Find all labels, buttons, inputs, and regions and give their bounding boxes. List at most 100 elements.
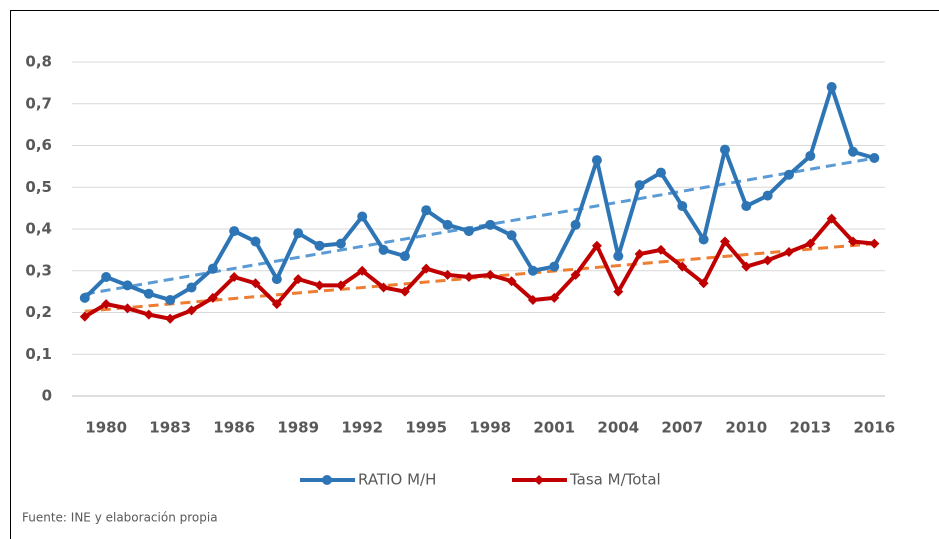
point bbox=[549, 292, 560, 303]
point bbox=[826, 213, 837, 224]
point bbox=[442, 269, 453, 280]
point bbox=[399, 286, 410, 297]
point bbox=[122, 280, 133, 291]
x-tick-label: 2007 bbox=[661, 419, 703, 437]
point bbox=[613, 251, 624, 262]
point bbox=[421, 205, 432, 216]
x-tick-label: 1995 bbox=[405, 419, 447, 437]
point bbox=[271, 299, 282, 310]
point bbox=[527, 294, 538, 305]
point bbox=[271, 274, 282, 285]
point bbox=[719, 236, 730, 247]
point bbox=[186, 305, 197, 316]
y-tick-label: 0,5 bbox=[25, 178, 52, 196]
point bbox=[143, 309, 154, 320]
point bbox=[869, 238, 880, 249]
point bbox=[463, 272, 474, 283]
point bbox=[293, 228, 304, 239]
x-tick-label: 1992 bbox=[341, 419, 383, 437]
y-tick-label: 0,4 bbox=[25, 220, 52, 238]
y-tick-label: 0,3 bbox=[25, 261, 52, 279]
point bbox=[143, 288, 154, 299]
point bbox=[783, 246, 794, 257]
point bbox=[229, 226, 240, 237]
point bbox=[762, 255, 773, 266]
point bbox=[826, 82, 837, 93]
point bbox=[335, 238, 346, 249]
x-tick-label: 2001 bbox=[533, 419, 575, 437]
series-line bbox=[83, 85, 875, 302]
x-tick-label: 2013 bbox=[789, 419, 831, 437]
point bbox=[485, 269, 496, 280]
frame bbox=[10, 10, 939, 539]
y-tick-label: 0,8 bbox=[25, 53, 52, 71]
point bbox=[634, 180, 645, 191]
y-tick-label: 0,2 bbox=[25, 303, 52, 321]
point bbox=[293, 274, 304, 285]
point bbox=[79, 311, 90, 322]
point bbox=[506, 276, 517, 287]
point bbox=[762, 190, 773, 201]
point bbox=[570, 219, 581, 230]
point bbox=[591, 155, 602, 166]
x-tick-label: 1998 bbox=[469, 419, 511, 437]
legend-marker bbox=[322, 475, 332, 485]
point bbox=[549, 261, 560, 272]
point bbox=[378, 244, 389, 255]
x-tick-label: 1989 bbox=[277, 419, 319, 437]
y-tick-label: 0 bbox=[42, 387, 52, 405]
source-note: Fuente: INE y elaboración propia bbox=[22, 511, 218, 525]
point bbox=[335, 280, 346, 291]
point bbox=[506, 230, 517, 241]
point bbox=[698, 234, 709, 245]
y-tick-label: 0,7 bbox=[25, 94, 52, 112]
point bbox=[463, 226, 474, 237]
point bbox=[698, 278, 709, 289]
point bbox=[741, 201, 752, 212]
point bbox=[741, 261, 752, 272]
point bbox=[570, 269, 581, 280]
point bbox=[357, 265, 368, 276]
point bbox=[655, 167, 666, 178]
point bbox=[207, 292, 218, 303]
point bbox=[229, 272, 240, 283]
point bbox=[357, 211, 368, 222]
point bbox=[250, 278, 261, 289]
y-tick-label: 0,6 bbox=[25, 136, 52, 154]
x-tick-label: 2016 bbox=[853, 419, 895, 437]
point bbox=[591, 240, 602, 251]
point bbox=[805, 238, 816, 249]
point bbox=[101, 299, 112, 310]
point bbox=[165, 313, 176, 324]
point bbox=[805, 150, 816, 161]
point bbox=[165, 294, 176, 305]
legend-label: RATIO M/H bbox=[358, 471, 436, 489]
point bbox=[314, 240, 325, 251]
point bbox=[122, 303, 133, 314]
x-tick-label: 1980 bbox=[85, 419, 127, 437]
point bbox=[399, 251, 410, 262]
y-tick-label: 0,1 bbox=[25, 345, 52, 363]
point bbox=[79, 292, 90, 303]
point bbox=[677, 201, 688, 212]
point bbox=[719, 144, 730, 155]
point bbox=[314, 280, 325, 291]
trendline bbox=[84, 242, 875, 313]
x-tick-label: 2004 bbox=[597, 419, 639, 437]
point bbox=[613, 286, 624, 297]
legend-label: Tasa M/Total bbox=[569, 471, 661, 489]
point bbox=[869, 153, 880, 164]
point bbox=[847, 236, 858, 247]
legend-marker bbox=[534, 475, 544, 485]
point bbox=[207, 263, 218, 274]
series-line bbox=[83, 216, 875, 321]
point bbox=[485, 219, 496, 230]
point bbox=[634, 249, 645, 260]
point bbox=[847, 146, 858, 157]
x-tick-label: 2010 bbox=[725, 419, 767, 437]
point bbox=[378, 282, 389, 293]
x-tick-label: 1986 bbox=[213, 419, 255, 437]
point bbox=[677, 261, 688, 272]
point bbox=[186, 282, 197, 293]
